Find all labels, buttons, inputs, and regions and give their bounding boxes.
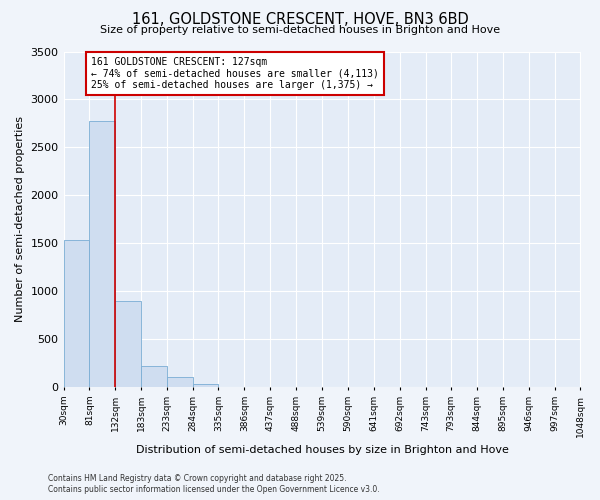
Y-axis label: Number of semi-detached properties: Number of semi-detached properties <box>15 116 25 322</box>
Text: 161 GOLDSTONE CRESCENT: 127sqm
← 74% of semi-detached houses are smaller (4,113): 161 GOLDSTONE CRESCENT: 127sqm ← 74% of … <box>91 56 379 90</box>
Bar <box>193 384 218 387</box>
Bar <box>141 366 167 387</box>
Bar <box>89 120 115 387</box>
Text: Contains HM Land Registry data © Crown copyright and database right 2025.
Contai: Contains HM Land Registry data © Crown c… <box>48 474 380 494</box>
Text: 161, GOLDSTONE CRESCENT, HOVE, BN3 6BD: 161, GOLDSTONE CRESCENT, HOVE, BN3 6BD <box>131 12 469 28</box>
X-axis label: Distribution of semi-detached houses by size in Brighton and Hove: Distribution of semi-detached houses by … <box>136 445 508 455</box>
Bar <box>167 378 193 387</box>
Bar <box>115 300 141 387</box>
Text: Size of property relative to semi-detached houses in Brighton and Hove: Size of property relative to semi-detach… <box>100 25 500 35</box>
Bar <box>64 240 89 387</box>
